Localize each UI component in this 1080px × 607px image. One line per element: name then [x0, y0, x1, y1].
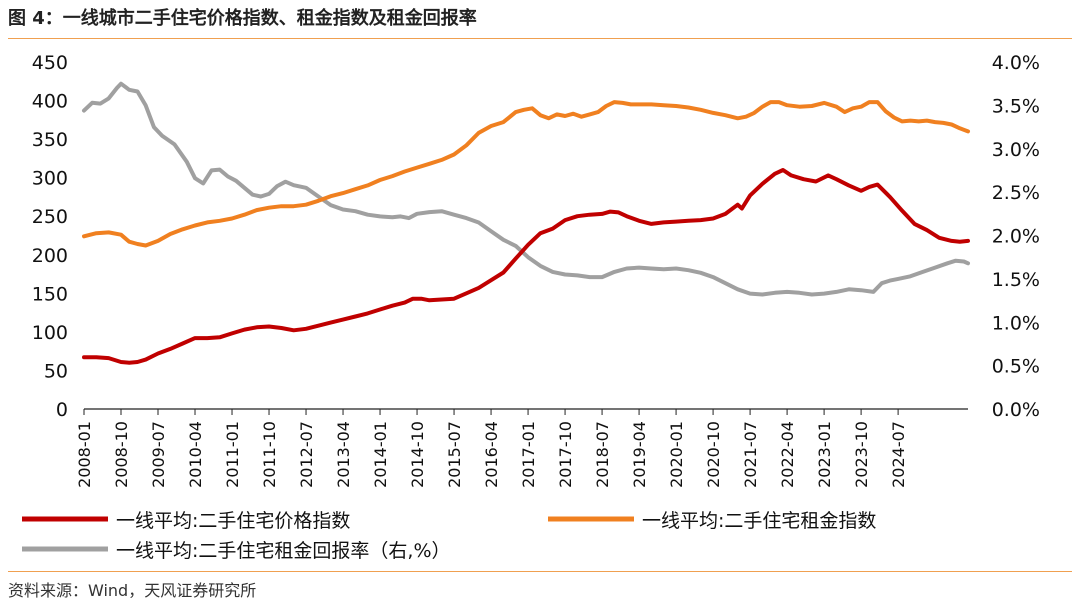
price-index-line: [82, 168, 970, 365]
y-right-tick-label: 3.0%: [992, 139, 1040, 161]
x-tick-label: 2014-01: [371, 421, 390, 488]
x-tick-label: 2011-01: [223, 421, 242, 488]
y-right-tick-label: 1.5%: [992, 269, 1040, 291]
source-note: 资料来源：Wind，天风证券研究所: [8, 581, 257, 600]
x-tick-label: 2017-10: [556, 421, 575, 488]
line-chart: 0 50 100 150 200 250 300 350 400 450 0.0% 0.5% 1.0% 1…: [22, 52, 1040, 562]
legend-label-yield: 一线平均:二手住宅租金回报率（右,%）: [116, 540, 451, 562]
x-tick-label: 2020-01: [667, 421, 686, 488]
y-right-tick-label: 0.0%: [992, 399, 1040, 421]
source-rule: [8, 571, 1072, 572]
y-right-tick-label: 2.5%: [992, 182, 1040, 204]
rental-yield-line: [82, 81, 970, 297]
x-tick-label: 2021-07: [741, 421, 760, 488]
y-right-tick-label: 1.0%: [992, 312, 1040, 334]
x-tick-label: 2022-04: [778, 421, 797, 488]
y-left-tick-label: 50: [44, 360, 68, 382]
figure-title: 图 4：一线城市二手住宅价格指数、租金指数及租金回报率: [8, 8, 477, 29]
rent-index-line: [82, 100, 970, 248]
x-tick-label: 2024-07: [889, 421, 908, 488]
chart-axes: 0 50 100 150 200 250 300 350 400 450 0.0% 0.5% 1.0% 1…: [32, 52, 1040, 488]
y-left-tick-label: 400: [32, 91, 68, 113]
x-tick-label: 2008-10: [112, 421, 131, 488]
x-tick-label: 2018-07: [593, 421, 612, 488]
legend-label-rent: 一线平均:二手住宅租金指数: [642, 510, 876, 532]
x-tick-label: 2023-10: [852, 421, 871, 488]
legend-label-price: 一线平均:二手住宅价格指数: [116, 510, 350, 532]
y-left-tick-label: 100: [32, 322, 68, 344]
x-tick-label: 2008-01: [75, 421, 94, 488]
y-left-tick-label: 450: [32, 52, 68, 74]
x-tick-label: 2011-10: [260, 421, 279, 488]
y-left-tick-label: 200: [32, 245, 68, 267]
y-right-tick-label: 3.5%: [992, 95, 1040, 117]
x-tick-label: 2013-04: [334, 421, 353, 488]
x-tick-label: 2017-01: [519, 421, 538, 488]
y-left-tick-label: 350: [32, 129, 68, 151]
x-tick-label: 2019-04: [630, 421, 649, 488]
y-left-tick-label: 300: [32, 168, 68, 190]
x-tick-label: 2020-10: [704, 421, 723, 488]
y-left-tick-label: 150: [32, 283, 68, 305]
x-tick-label: 2023-01: [815, 421, 834, 488]
x-tick-label: 2015-07: [445, 421, 464, 488]
y-right-tick-label: 2.0%: [992, 226, 1040, 248]
x-tick-label: 2016-04: [482, 421, 501, 488]
x-tick-label: 2012-07: [297, 421, 316, 488]
x-tick-label: 2010-04: [186, 421, 205, 488]
x-tick-label: 2009-07: [149, 421, 168, 488]
y-left-tick-label: 250: [32, 206, 68, 228]
y-right-tick-label: 4.0%: [992, 52, 1040, 74]
chart-legend: 一线平均:二手住宅价格指数 一线平均:二手住宅租金指数 一线平均:二手住宅租金回…: [22, 510, 876, 562]
y-left-tick-label: 0: [56, 399, 68, 421]
x-tick-label: 2014-10: [408, 421, 427, 488]
chart-series: [82, 81, 970, 365]
y-right-tick-label: 0.5%: [992, 356, 1040, 378]
title-rule: [8, 38, 1072, 39]
